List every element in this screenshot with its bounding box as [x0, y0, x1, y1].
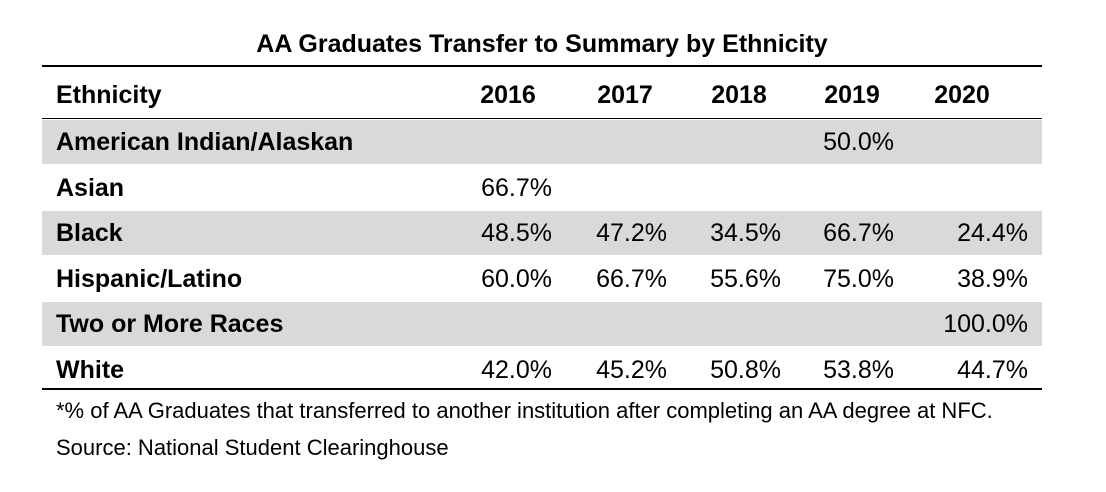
column-header: 2017	[597, 81, 653, 109]
column-header: 2020	[934, 81, 990, 109]
footnote: *% of AA Graduates that transferred to a…	[56, 398, 993, 460]
cell-value: 38.9%	[957, 264, 1028, 293]
header-rule	[42, 118, 1042, 119]
row-band	[42, 211, 1042, 255]
cell-value: 100.0%	[943, 310, 1028, 338]
cell-value: 44.7%	[957, 355, 1028, 384]
row-label: Two or More Races	[56, 310, 284, 338]
cell-value: 34.5%	[710, 219, 781, 247]
row-band	[42, 302, 1042, 346]
row-label: American Indian/Alaskan	[56, 128, 354, 156]
cell-value: 66.7%	[596, 264, 667, 293]
row-label: Asian	[56, 173, 125, 202]
column-header: Ethnicity	[56, 81, 162, 109]
cell-value: 24.4%	[957, 219, 1028, 247]
bottom-rule	[42, 388, 1042, 390]
cell-value: 45.2%	[596, 355, 667, 384]
cell-value: 60.0%	[481, 264, 552, 293]
cell-value: 42.0%	[481, 355, 552, 384]
column-header: 2018	[711, 81, 767, 109]
cell-value: 66.7%	[481, 173, 552, 202]
cell-value: 66.7%	[823, 219, 894, 247]
cell-value: 50.8%	[710, 355, 781, 384]
row-band	[42, 120, 1042, 164]
row-label: Black	[56, 219, 123, 247]
column-header: 2016	[480, 81, 536, 109]
cell-value: 75.0%	[823, 264, 894, 293]
table-title: AA Graduates Transfer to Summary by Ethn…	[256, 30, 828, 58]
cell-value: 50.0%	[823, 128, 894, 156]
cell-value: 48.5%	[481, 219, 552, 247]
cell-value: 47.2%	[596, 219, 667, 247]
row-label: Hispanic/Latino	[56, 264, 243, 293]
cell-value: 53.8%	[823, 355, 894, 384]
column-header: 2019	[824, 81, 880, 109]
row-label: White	[56, 355, 125, 384]
title-rule	[42, 65, 1042, 67]
cell-value: 55.6%	[710, 264, 781, 293]
